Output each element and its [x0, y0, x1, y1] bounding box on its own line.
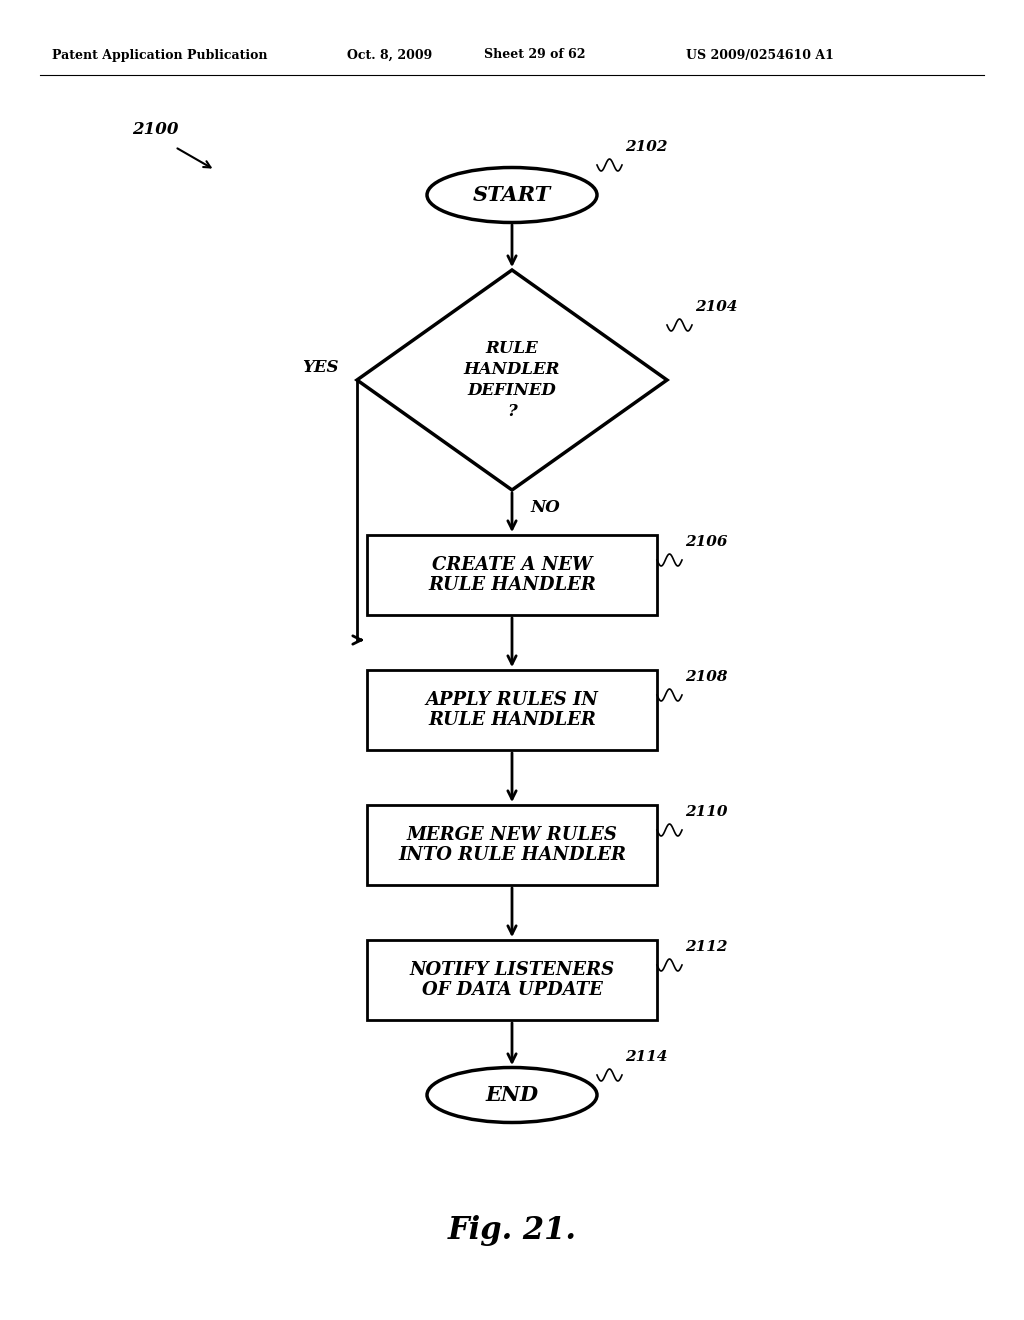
Text: YES: YES — [302, 359, 339, 376]
Text: Oct. 8, 2009: Oct. 8, 2009 — [347, 49, 432, 62]
Bar — [367, 535, 657, 615]
Text: 2104: 2104 — [695, 300, 737, 314]
Text: END: END — [485, 1085, 539, 1105]
Text: 2102: 2102 — [625, 140, 668, 154]
Text: US 2009/0254610 A1: US 2009/0254610 A1 — [686, 49, 834, 62]
Text: 2114: 2114 — [625, 1049, 668, 1064]
Bar — [367, 671, 657, 750]
Ellipse shape — [427, 168, 597, 223]
Text: Patent Application Publication: Patent Application Publication — [52, 49, 267, 62]
Bar — [367, 805, 657, 884]
Text: NOTIFY LISTENERS
OF DATA UPDATE: NOTIFY LISTENERS OF DATA UPDATE — [410, 961, 614, 999]
Text: START: START — [473, 185, 551, 205]
Text: NO: NO — [530, 499, 560, 516]
Bar — [367, 940, 657, 1020]
Text: Sheet 29 of 62: Sheet 29 of 62 — [484, 49, 586, 62]
Text: 2108: 2108 — [685, 671, 727, 684]
Text: APPLY RULES IN
RULE HANDLER: APPLY RULES IN RULE HANDLER — [426, 690, 598, 730]
Polygon shape — [357, 271, 667, 490]
Text: CREATE A NEW
RULE HANDLER: CREATE A NEW RULE HANDLER — [428, 556, 596, 594]
Text: 2100: 2100 — [132, 121, 178, 139]
Text: Fig. 21.: Fig. 21. — [447, 1214, 577, 1246]
Text: RULE
HANDLER
DEFINED
?: RULE HANDLER DEFINED ? — [464, 341, 560, 420]
Text: MERGE NEW RULES
INTO RULE HANDLER: MERGE NEW RULES INTO RULE HANDLER — [398, 825, 626, 865]
Text: 2110: 2110 — [685, 805, 727, 818]
Text: 2106: 2106 — [685, 535, 727, 549]
Ellipse shape — [427, 1068, 597, 1122]
Text: 2112: 2112 — [685, 940, 727, 954]
